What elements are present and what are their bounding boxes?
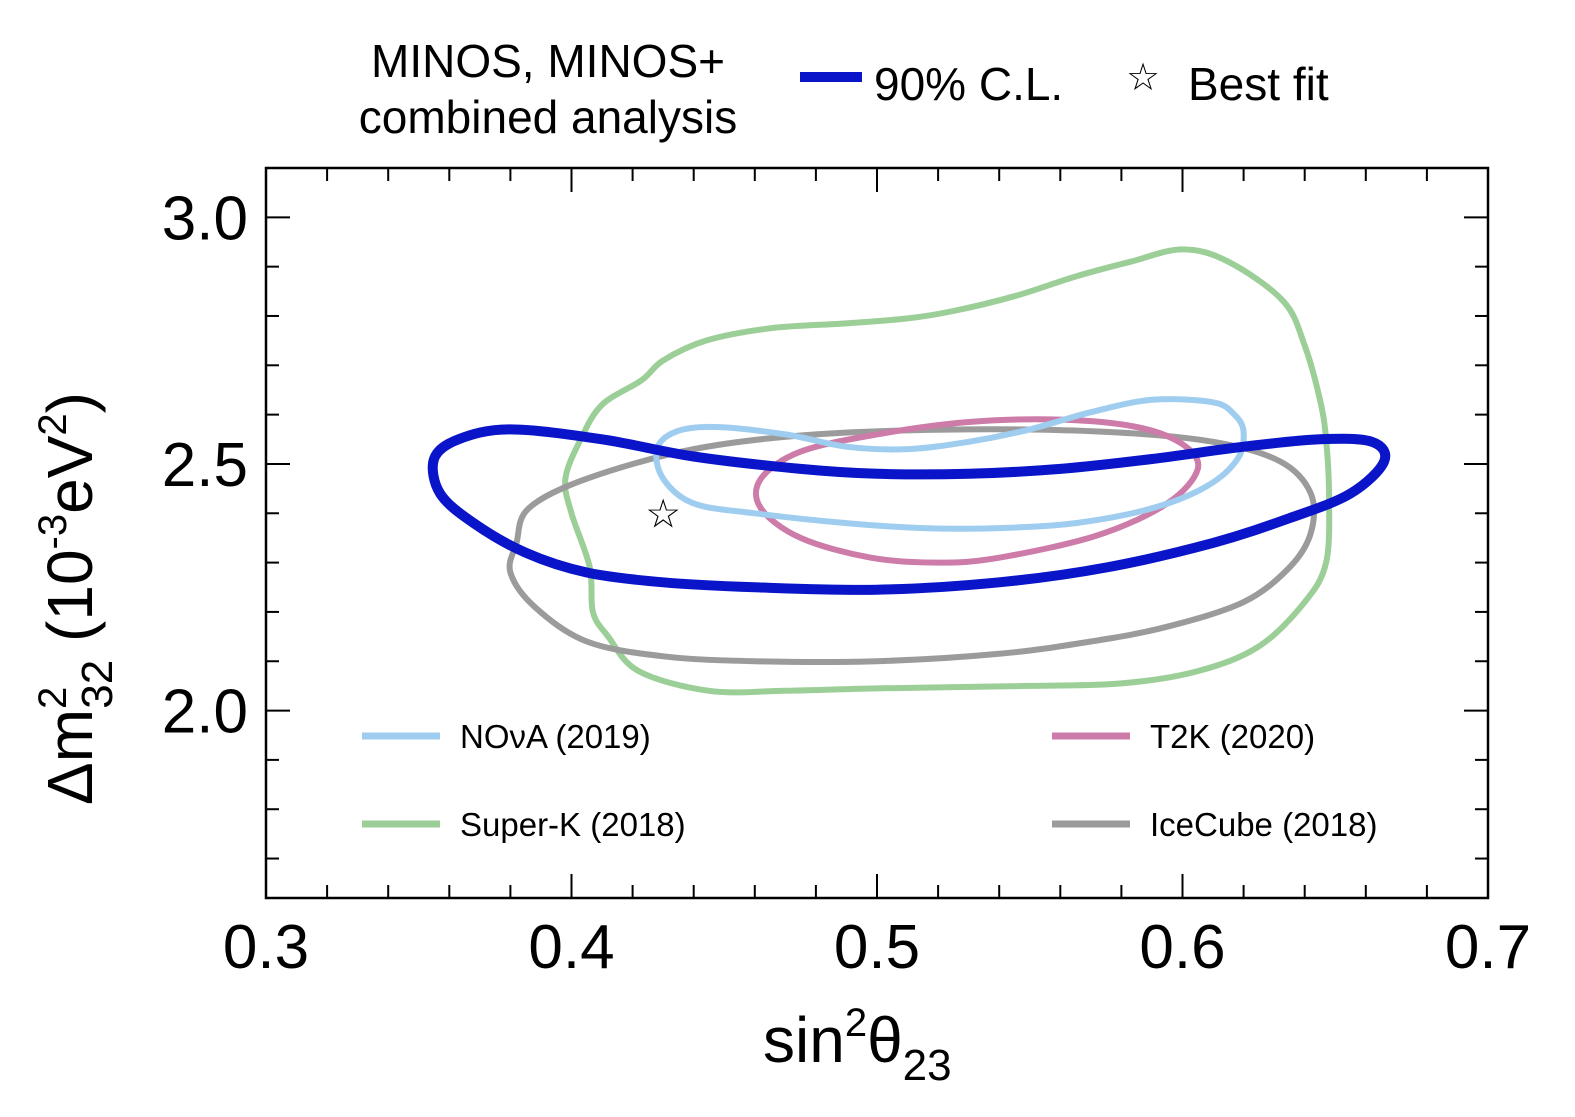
chart-title-line1: MINOS, MINOS+ <box>371 35 725 87</box>
legend-label: Super-K (2018) <box>460 806 686 843</box>
contour-minos-minos-90-c-l <box>427 424 1391 595</box>
contour-t2k-2020 <box>752 416 1202 566</box>
y-tick-label: 3.0 <box>162 184 248 253</box>
best-fit-marker: ☆ <box>645 492 681 536</box>
legend: NOνA (2019) T2K (2020) Super-K (2018) IceCu… <box>362 718 1377 843</box>
legend-label: IceCube (2018) <box>1150 806 1377 843</box>
x-tick-label: 0.6 <box>1139 913 1225 982</box>
y-tick-label: 2.5 <box>162 431 248 500</box>
y-axis-title: Δm232 (10-3eV2) <box>31 392 122 805</box>
x-tick-label: 0.4 <box>528 913 614 982</box>
axis-ticks <box>265 167 1489 898</box>
header-legend-cl-label: 90% C.L. <box>874 58 1063 110</box>
chart-title-line2: combined analysis <box>359 91 737 143</box>
x-tick-label: 0.3 <box>223 913 309 982</box>
best-fit-star-icon: ☆ <box>1126 57 1160 99</box>
header-legend-bestfit-label: Best fit <box>1188 58 1329 110</box>
x-tick-label: 0.5 <box>834 913 920 982</box>
contours <box>427 246 1391 696</box>
plot-frame <box>264 166 1490 900</box>
x-axis-title: sin2θ23 <box>763 1001 952 1090</box>
contour-super-k-2018 <box>562 246 1333 696</box>
y-tick-label: 2.0 <box>162 678 248 747</box>
tick-labels: 0.3 0.4 0.5 0.6 0.7 2.0 2.5 3.0 <box>162 184 1531 982</box>
contour-icecube-2018 <box>506 426 1318 666</box>
x-tick-label: 0.7 <box>1445 913 1531 982</box>
legend-label: NOνA (2019) <box>460 718 651 755</box>
contour-no-a-2019 <box>653 396 1247 532</box>
legend-label: T2K (2020) <box>1150 718 1315 755</box>
